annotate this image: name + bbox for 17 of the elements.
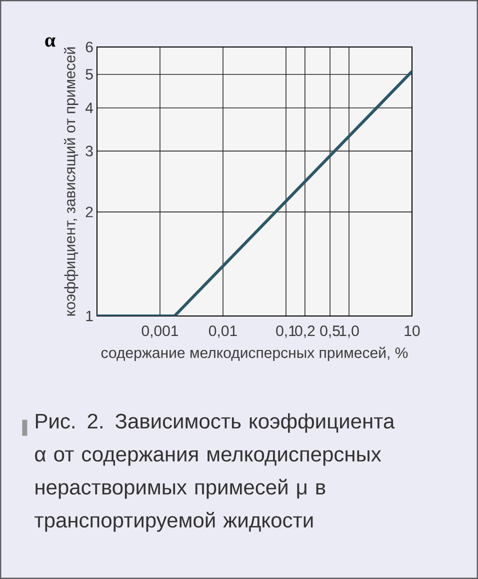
text: α [45,37,56,47]
y-tick-label: 1 [86,310,93,322]
y-tick-label: 4 [85,102,94,114]
x-tick-label: 0,001 [142,326,178,338]
x-axis-title: содержание мелкодисперсных примесей, % [101,346,408,362]
y-tick-label: 5 [86,69,93,80]
x-tick-label: 10 [404,326,420,336]
x-tick-label: 0,2 [295,326,315,338]
x-tick-label: 1,0 [340,326,359,338]
y-tick-label: 2 [86,206,93,218]
x-tick-label: 0,1 [276,326,296,338]
y-tick-label: 6 [86,42,93,52]
x-tick-label: 0,01 [208,326,237,338]
y-axis-title: коэффициент, зависящий от примесей [64,47,78,316]
x-tick-label: 0,5 [320,326,340,338]
text: Рис. 2. Зависимость коэффициента α от содержания мелкодисперсных нерастворимых примесей μ в транспортируемой жидкости [34,413,395,532]
y-tick-label: 3 [86,146,93,156]
